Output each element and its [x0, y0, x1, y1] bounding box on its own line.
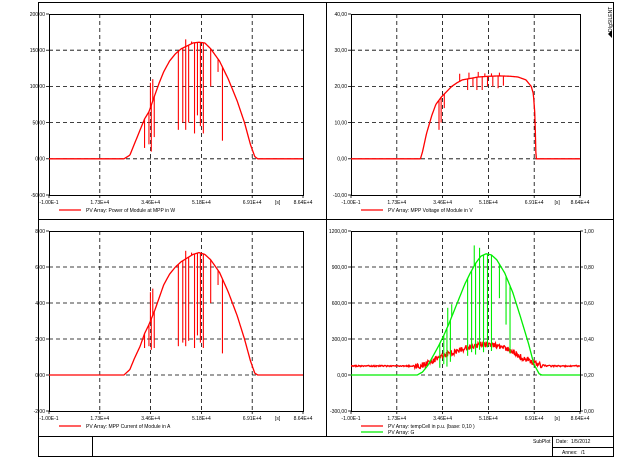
x-tick-label: 1.73E+4: [90, 416, 109, 422]
y-tick-label: 200,00: [30, 12, 46, 18]
x-tick-label: 5.18E+4: [192, 416, 211, 422]
x-tick-label: -1.00E-1: [39, 200, 58, 206]
y-tick-label: 900,00: [332, 265, 348, 271]
y2-tick-label: 0,20: [584, 373, 594, 379]
plot-frame: [49, 231, 304, 412]
x-tick-label: 8.64E+4: [571, 200, 590, 206]
date-value: 1/5/2012: [571, 439, 591, 445]
x-tick-label: 6.91E+4: [243, 416, 262, 422]
annex-value: /1: [581, 450, 585, 456]
plot-frame: [351, 231, 581, 412]
x-tick-label: 5.18E+4: [479, 200, 498, 206]
plot-frame: [49, 14, 304, 196]
y2-tick-label: 0,00: [584, 409, 594, 415]
x-tick-label: 8.64E+4: [294, 416, 313, 422]
series-line: [351, 340, 580, 371]
y-tick-label: 30,00: [334, 48, 347, 54]
x-tick-label: 1.73E+4: [90, 200, 109, 206]
y2-tick-label: 0,60: [584, 301, 594, 307]
plot-frame: [351, 14, 581, 196]
x-tick-label: 8.64E+4: [571, 416, 590, 422]
legend-label: PV Array: MPP Current of Module in A: [86, 424, 171, 430]
legend-label: PV Array: G: [388, 430, 415, 436]
y-tick-label: 300,00: [332, 337, 348, 343]
y-tick-label: -50,00: [31, 193, 45, 199]
x-tick-label: 5.18E+4: [192, 200, 211, 206]
y-tick-label: 600,00: [332, 301, 348, 307]
y-tick-label: 150,00: [30, 48, 46, 54]
date-label: Date:: [556, 439, 568, 445]
x-unit-label: [s]: [554, 416, 560, 422]
watermark-arrow-icon: [608, 30, 612, 38]
x-unit-label: [s]: [275, 200, 281, 206]
x-tick-label: 6.91E+4: [525, 200, 544, 206]
y2-tick-label: 1,00: [584, 229, 594, 235]
y-tick-label: 6,00: [35, 265, 45, 271]
plot-mpp-voltage: -10,00 0,00 10,00 20,00 30,00 40,00 -1.00E-1 1.…: [333, 12, 590, 214]
x-tick-label: -1.00E-1: [39, 416, 58, 422]
x-tick-label: 1.73E+4: [387, 200, 406, 206]
y-tick-label: 8,00: [35, 229, 45, 235]
y-tick-label: -2,00: [34, 409, 46, 415]
y-tick-label: 100,00: [30, 84, 46, 90]
x-tick-label: 3.46E+4: [433, 416, 452, 422]
annex-label: Annex:: [562, 450, 578, 456]
x-tick-label: 6.91E+4: [243, 200, 262, 206]
y-tick-label: 40,00: [334, 12, 347, 18]
y2-tick-label: 0,40: [584, 337, 594, 343]
series-line: [351, 75, 580, 160]
y-tick-label: 20,00: [334, 84, 347, 90]
y-tick-label: 0,00: [35, 373, 45, 379]
y-tick-label: 10,00: [334, 120, 347, 126]
y-tick-label: 0,00: [35, 157, 45, 163]
x-unit-label: [s]: [554, 200, 560, 206]
x-tick-label: -1.00E-1: [341, 200, 360, 206]
x-tick-label: -1.00E-1: [341, 416, 360, 422]
legend-label: PV Array: Power of Module at MPP in W: [86, 208, 175, 214]
y-tick-label: 0,00: [337, 373, 347, 379]
x-tick-label: 6.91E+4: [525, 416, 544, 422]
plot-temp-and-irradiance: -300,00 0,00 300,00 600,00 900,00 1200,00 0,00…: [329, 229, 594, 436]
y-tick-label: 4,00: [35, 301, 45, 307]
subplot-label: SubPlot: [533, 439, 551, 445]
series-line: [49, 41, 303, 160]
series-line: [351, 253, 580, 376]
legend-label: PV Array: MPP Voltage of Module in V: [388, 208, 473, 214]
x-tick-label: 3.46E+4: [141, 200, 160, 206]
x-tick-label: 1.73E+4: [387, 416, 406, 422]
title-block: SubPlot Date: 1/5/2012 Annex: /1: [92, 437, 614, 457]
x-unit-label: [s]: [275, 416, 281, 422]
y-tick-label: -10,00: [333, 193, 347, 199]
digsilent-watermark: DIgSILENT: [608, 7, 614, 32]
y-tick-label: 0,00: [337, 157, 347, 163]
legend-label: PV Array: tempCell in p.u. (base: 0,10 ): [388, 424, 475, 430]
plot-power-at-mpp: -50,00 0,00 50,00 100,00 150,00 200,00 -1.00E-…: [30, 12, 313, 214]
x-tick-label: 3.46E+4: [141, 416, 160, 422]
x-tick-label: 5.18E+4: [479, 416, 498, 422]
y-tick-label: 2,00: [35, 337, 45, 343]
y-tick-label: 50,00: [32, 120, 45, 126]
y-tick-label: 1200,00: [329, 229, 347, 235]
series-line: [49, 251, 303, 376]
plot-mpp-current: -2,00 0,00 2,00 4,00 6,00 8,00 -1.00E-1 1.73E+4…: [34, 229, 313, 430]
x-tick-label: 3.46E+4: [433, 200, 452, 206]
y-tick-label: -300,00: [330, 409, 347, 415]
x-tick-label: 8.64E+4: [294, 200, 313, 206]
y2-tick-label: 0,80: [584, 265, 594, 271]
